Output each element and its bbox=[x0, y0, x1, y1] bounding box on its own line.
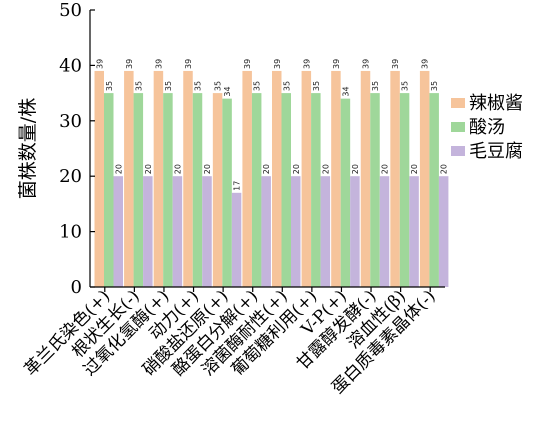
bar-3-4 bbox=[202, 176, 212, 287]
data-label-3-2: 20 bbox=[144, 164, 153, 174]
bar-2-12 bbox=[429, 93, 439, 287]
data-label-1-11: 39 bbox=[391, 59, 400, 69]
data-label-3-12: 20 bbox=[440, 164, 449, 174]
data-label-1-9: 39 bbox=[332, 59, 341, 69]
bar-3-5 bbox=[231, 192, 242, 287]
data-label-2-11: 35 bbox=[401, 81, 410, 91]
bar-2-2 bbox=[133, 93, 144, 287]
data-label-3-1: 20 bbox=[114, 164, 123, 174]
y-tick-label-6: 50 bbox=[59, 0, 82, 21]
y-tick-label-2: 10 bbox=[59, 222, 82, 243]
data-label-1-2: 39 bbox=[125, 59, 134, 69]
data-label-3-7: 20 bbox=[292, 164, 301, 174]
bar-1-1 bbox=[94, 70, 104, 287]
data-label-3-6: 20 bbox=[262, 164, 271, 174]
bar-1-8 bbox=[301, 70, 312, 287]
bar-2-5 bbox=[222, 98, 232, 287]
data-label-2-5: 34 bbox=[223, 86, 232, 96]
y-tick-label-5: 40 bbox=[59, 55, 82, 76]
bar-1-4 bbox=[183, 70, 193, 287]
data-label-1-7: 39 bbox=[273, 59, 282, 69]
data-label-1-12: 39 bbox=[421, 59, 430, 69]
data-label-2-1: 35 bbox=[105, 81, 114, 91]
data-label-2-9: 34 bbox=[341, 86, 350, 96]
bar-1-5 bbox=[212, 93, 223, 287]
bar-2-3 bbox=[163, 93, 173, 287]
y-tick-label-4: 30 bbox=[59, 111, 82, 132]
data-label-3-8: 20 bbox=[321, 164, 330, 174]
data-label-3-5: 17 bbox=[233, 181, 242, 191]
bar-2-10 bbox=[370, 93, 380, 287]
data-label-1-3: 39 bbox=[154, 59, 163, 69]
data-label-2-8: 35 bbox=[312, 81, 321, 91]
bar-1-6 bbox=[242, 70, 252, 287]
data-label-3-11: 20 bbox=[410, 164, 419, 174]
bar-1-3 bbox=[153, 70, 164, 287]
data-label-3-9: 20 bbox=[351, 164, 360, 174]
bar-1-9 bbox=[331, 70, 341, 287]
y-tick-label-3: 20 bbox=[59, 166, 82, 187]
data-label-2-4: 35 bbox=[194, 81, 203, 91]
data-label-3-10: 20 bbox=[381, 164, 390, 174]
data-label-1-8: 39 bbox=[302, 59, 311, 69]
bar-2-9 bbox=[340, 98, 351, 287]
bar-3-12 bbox=[438, 176, 449, 287]
bar-2-11 bbox=[399, 93, 410, 287]
data-label-1-10: 39 bbox=[362, 59, 371, 69]
bar-3-2 bbox=[143, 176, 153, 287]
legend-label-1: 辣椒酱 bbox=[469, 93, 523, 114]
bar-3-9 bbox=[350, 176, 360, 287]
data-label-1-1: 39 bbox=[95, 59, 104, 69]
bar-1-11 bbox=[390, 70, 400, 287]
data-label-2-10: 35 bbox=[371, 81, 380, 91]
data-label-1-6: 39 bbox=[243, 59, 252, 69]
bar-2-7 bbox=[281, 93, 291, 287]
data-label-2-3: 35 bbox=[164, 81, 173, 91]
data-label-2-7: 35 bbox=[282, 81, 291, 91]
data-label-3-3: 20 bbox=[173, 164, 182, 174]
legend-swatch-3 bbox=[451, 146, 465, 156]
bar-3-8 bbox=[320, 176, 331, 287]
legend-swatch-2 bbox=[451, 122, 465, 132]
data-label-2-12: 35 bbox=[430, 81, 439, 91]
data-label-1-4: 39 bbox=[184, 59, 193, 69]
data-label-3-4: 20 bbox=[203, 164, 212, 174]
bar-1-10 bbox=[360, 70, 371, 287]
bar-3-11 bbox=[409, 176, 419, 287]
legend-swatch-1 bbox=[451, 98, 465, 108]
bar-3-6 bbox=[261, 176, 271, 287]
bar-2-8 bbox=[311, 93, 321, 287]
bar-3-10 bbox=[379, 176, 390, 287]
data-label-2-2: 35 bbox=[134, 81, 143, 91]
bar-2-1 bbox=[104, 93, 114, 287]
bar-3-1 bbox=[113, 176, 123, 287]
bar-1-2 bbox=[124, 70, 134, 287]
bar-3-3 bbox=[172, 176, 183, 287]
y-tick-label-1: 0 bbox=[71, 277, 82, 298]
bar-3-7 bbox=[291, 176, 301, 287]
legend-label-2: 酸汤 bbox=[469, 117, 505, 138]
data-label-1-5: 35 bbox=[214, 81, 223, 91]
y-axis-label: 菌株数量/株 bbox=[17, 98, 39, 199]
bar-2-4 bbox=[192, 93, 203, 287]
bar-2-6 bbox=[251, 93, 262, 287]
data-label-2-6: 35 bbox=[253, 81, 262, 91]
bar-1-7 bbox=[272, 70, 282, 287]
legend-label-3: 毛豆腐 bbox=[469, 141, 523, 162]
bar-1-12 bbox=[419, 70, 430, 287]
